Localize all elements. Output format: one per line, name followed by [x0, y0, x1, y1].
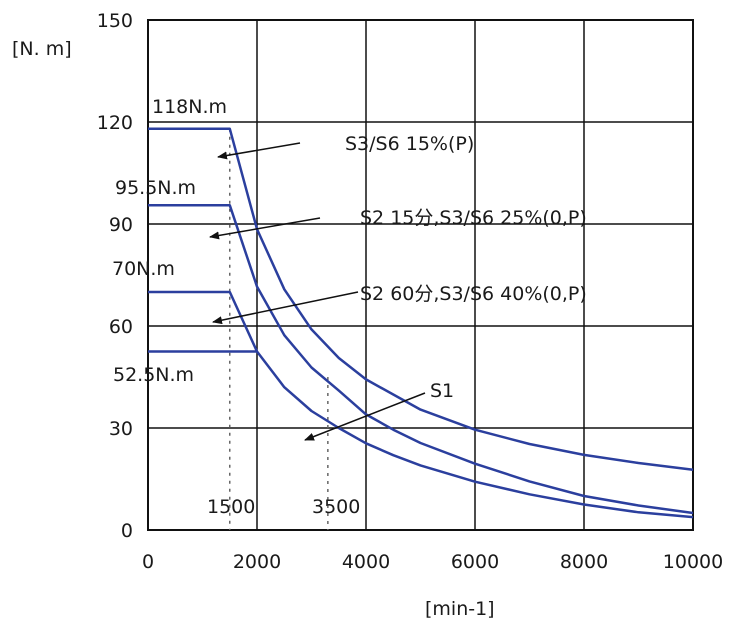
y-tick-label: 90	[109, 214, 133, 236]
pointer-arrow	[217, 142, 301, 160]
series-label-s1: S1	[430, 380, 454, 402]
series-lines	[148, 127, 694, 519]
label-52-5nm: 52.5N.m	[113, 364, 194, 386]
tick-labels: 0 2000 4000 6000 8000 10000 0 30 60 90 120 150	[97, 10, 723, 573]
label-1500: 1500	[207, 496, 255, 518]
grid	[147, 19, 694, 531]
x-tick-label: 8000	[560, 551, 608, 573]
x-tick-label: 10000	[663, 551, 723, 573]
y-tick-label: 120	[97, 112, 133, 134]
series-label-s3-s6-15: S3/S6 15%(P)	[345, 133, 474, 155]
series-line-2	[148, 204, 694, 515]
pointer-arrow	[212, 291, 359, 325]
pointer-arrow	[209, 217, 321, 240]
series-label-s2-60: S2 60分,S3/S6 40%(0,P)	[360, 283, 587, 305]
label-3500: 3500	[312, 496, 360, 518]
label-118nm: 118N.m	[152, 96, 227, 118]
series-label-s2-15: S2 15分,S3/S6 25%(0,P)	[360, 207, 587, 229]
pointer-arrow	[304, 392, 426, 441]
y-axis-title: [N. m]	[12, 38, 72, 60]
plot-frame	[147, 19, 694, 531]
y-tick-label: 60	[109, 316, 133, 338]
y-tick-label: 30	[109, 418, 133, 440]
label-95-5nm: 95.5N.m	[115, 177, 196, 199]
y-tick-label: 0	[121, 520, 133, 542]
x-axis-title: [min-1]	[425, 598, 495, 620]
guide-lines	[229, 128, 329, 530]
annotation-arrows	[209, 142, 426, 441]
x-tick-label: 6000	[451, 551, 499, 573]
x-tick-label: 4000	[342, 551, 390, 573]
x-tick-label: 2000	[233, 551, 281, 573]
y-tick-label: 150	[97, 10, 133, 32]
x-tick-label: 0	[142, 551, 154, 573]
label-70nm: 70N.m	[112, 258, 175, 280]
series-line-3	[148, 290, 694, 519]
